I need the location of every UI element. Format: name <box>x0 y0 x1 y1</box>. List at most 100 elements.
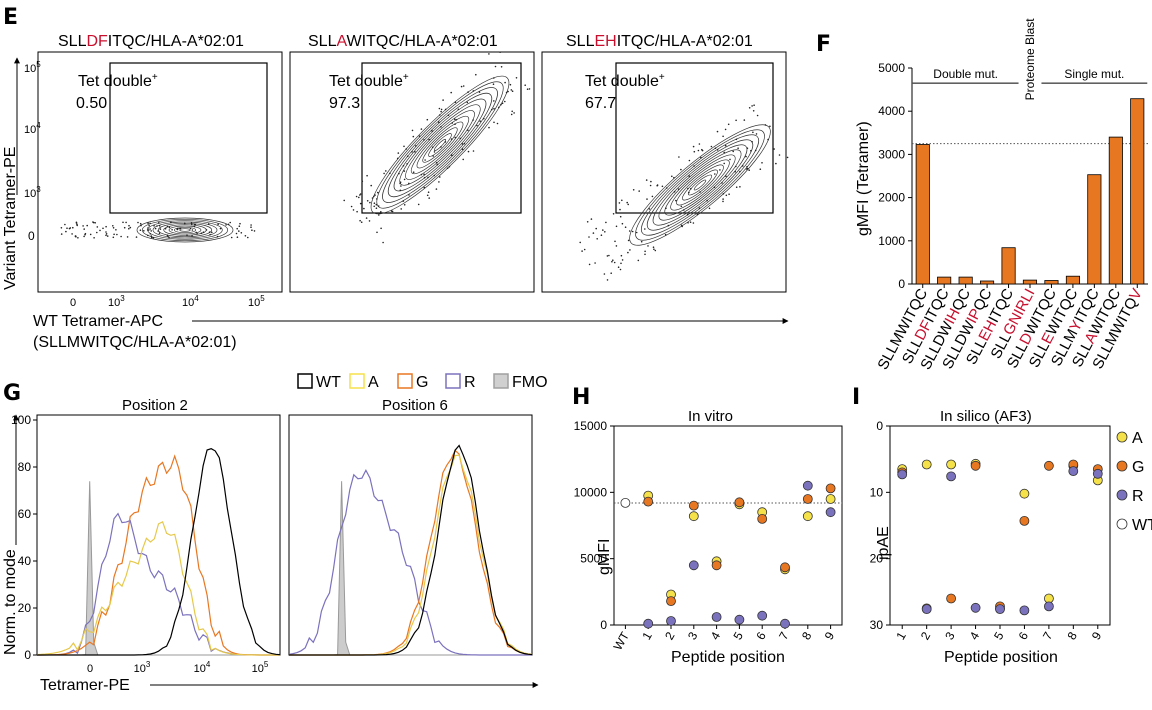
flow-event-1 <box>60 227 63 229</box>
flow-event-2 <box>475 73 477 76</box>
flow-event-1 <box>105 234 107 237</box>
flow-event-3 <box>644 250 646 253</box>
flow-plot-2-gate-value: 97.3 <box>329 95 360 112</box>
flow-contour-2 <box>422 127 458 163</box>
flow-event-2 <box>377 205 380 207</box>
flow-event-2 <box>423 176 426 179</box>
flow-event-2 <box>505 91 508 94</box>
flow-plot-2-gate-label: Tet double+ <box>329 72 409 90</box>
flow-event-2 <box>412 171 415 173</box>
flow-event-3 <box>687 222 689 224</box>
flow-event-2 <box>440 126 442 128</box>
i-y-tick-label: 30 <box>870 618 884 632</box>
flow-plot-1-gate-value: 0.50 <box>76 95 107 112</box>
flow-event-2 <box>494 65 497 68</box>
h-x-tick-label: 9 <box>822 629 838 642</box>
flow-event-3 <box>687 187 689 190</box>
flow-event-2 <box>444 108 447 111</box>
flow-event-2 <box>493 100 495 102</box>
flow-event-3 <box>692 145 695 148</box>
f-bar <box>937 276 952 285</box>
i-frame <box>889 425 1111 626</box>
f-y-tick-label: 5000 <box>878 61 905 75</box>
f-y-tick-label: 2000 <box>878 191 905 205</box>
flow-event-2 <box>374 194 376 196</box>
flow-event-2 <box>390 210 393 212</box>
flow-event-3 <box>644 253 646 256</box>
flow-event-1 <box>148 224 150 227</box>
i-point-g <box>1019 516 1030 526</box>
flow-event-1 <box>149 222 151 225</box>
flow-event-3 <box>586 221 589 223</box>
flow-event-3 <box>673 176 675 179</box>
flow-event-3 <box>698 207 701 209</box>
flow-event-3 <box>635 231 638 234</box>
flow-event-2 <box>359 202 362 205</box>
g-hist-g-pos6 <box>289 449 533 656</box>
g-legend-label-wt: WT <box>316 374 341 391</box>
flow-event-2 <box>358 196 360 199</box>
flow-plot-3-gate <box>615 62 774 214</box>
h-point-g <box>666 596 676 606</box>
flow-event-1 <box>166 225 169 228</box>
flow-event-3 <box>732 150 734 153</box>
h-point-a <box>688 511 699 522</box>
flow-event-2 <box>405 148 408 150</box>
flow-event-3 <box>627 203 629 206</box>
flow-event-2 <box>437 121 440 123</box>
f-y-tick-label: 0 <box>898 277 905 291</box>
flow-event-2 <box>402 200 405 202</box>
flow-event-2 <box>355 195 358 198</box>
h-y-axis-label: gMFI <box>596 539 613 575</box>
i-legend-marker-g <box>1116 460 1128 472</box>
flow-event-2 <box>375 207 378 209</box>
flow-event-3 <box>778 154 781 156</box>
flow-event-3 <box>686 213 689 216</box>
flow-event-1 <box>184 222 186 225</box>
flow-event-1 <box>83 228 85 230</box>
h-point-g <box>643 496 654 507</box>
flow-event-1 <box>125 221 127 224</box>
flow-event-1 <box>196 233 198 235</box>
flow-event-3 <box>751 105 753 107</box>
flow-event-1 <box>158 222 160 224</box>
flow-event-2 <box>356 210 358 213</box>
flow-event-2 <box>457 108 460 111</box>
i-legend-marker-wt <box>1116 518 1128 530</box>
flow-event-3 <box>714 147 717 149</box>
flow-event-3 <box>610 272 612 275</box>
flow-event-1 <box>238 225 241 227</box>
flow-event-3 <box>594 262 596 264</box>
flow-event-2 <box>415 145 417 147</box>
flow-event-3 <box>752 131 754 134</box>
flow-event-1 <box>191 235 193 237</box>
i-y-tick-label: 20 <box>870 552 884 566</box>
flow-event-2 <box>479 120 482 122</box>
g-legend-swatch-g <box>397 373 413 389</box>
flow-event-3 <box>661 185 664 188</box>
flow-event-2 <box>498 106 500 109</box>
flow-event-1 <box>166 234 169 237</box>
flow-event-2 <box>438 107 441 110</box>
panel-label-h: H <box>572 385 590 410</box>
flow-event-1 <box>239 222 241 225</box>
flow-event-3 <box>678 156 680 158</box>
g-legend-swatch-a <box>349 373 365 389</box>
i-point-g <box>946 593 956 604</box>
flow-event-2 <box>447 114 450 116</box>
i-point-g <box>1044 460 1054 471</box>
flow-plot-3-gate-value: 67.7 <box>585 95 616 112</box>
f-y-tick-label: 1000 <box>878 234 905 248</box>
g-y-tick-label: 100 <box>11 413 31 427</box>
flow-event-1 <box>158 225 161 227</box>
g-legend-swatch-fmo <box>493 373 509 389</box>
flow-event-2 <box>427 176 429 179</box>
flow-event-1 <box>238 230 240 232</box>
flow-event-3 <box>734 170 736 173</box>
flow-event-2 <box>371 197 374 199</box>
flow-event-2 <box>360 221 363 223</box>
flow-event-2 <box>442 99 444 101</box>
flow-event-2 <box>398 172 400 175</box>
g-x-tick-label: 0 <box>87 663 93 675</box>
flow-event-3 <box>621 222 624 225</box>
